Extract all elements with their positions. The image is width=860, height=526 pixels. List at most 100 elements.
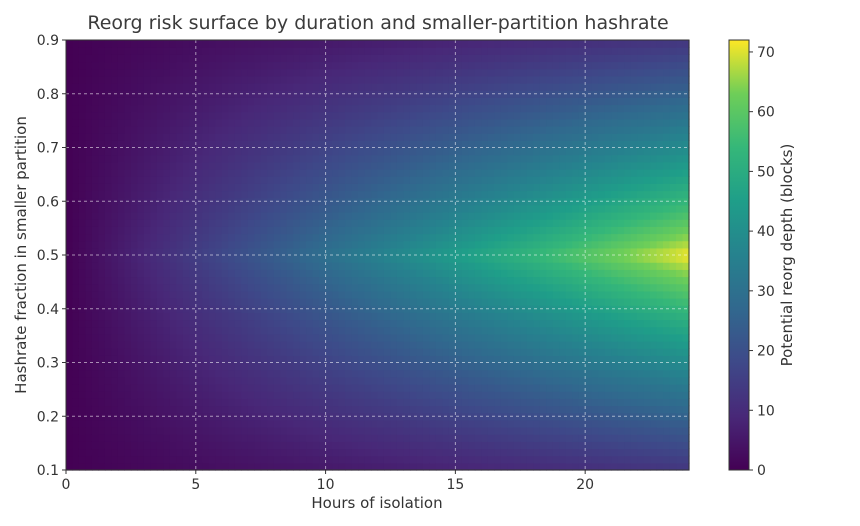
heatmap-cell bbox=[124, 355, 132, 364]
heatmap-cell bbox=[98, 247, 106, 256]
heatmap-cell bbox=[241, 262, 249, 270]
heatmap-cell bbox=[435, 75, 443, 84]
heatmap-cell bbox=[299, 290, 307, 299]
heatmap-cell bbox=[559, 326, 567, 335]
heatmap-cell bbox=[494, 169, 502, 177]
heatmap-cell bbox=[494, 111, 502, 120]
heatmap-cell bbox=[234, 405, 242, 414]
heatmap-cell bbox=[598, 97, 606, 106]
heatmap-cell bbox=[176, 348, 184, 356]
heatmap-cell bbox=[396, 83, 405, 91]
heatmap-cell bbox=[429, 147, 437, 156]
heatmap-cell bbox=[455, 369, 463, 378]
heatmap-cell bbox=[383, 427, 392, 435]
heatmap-cell bbox=[228, 111, 236, 120]
heatmap-cell bbox=[260, 190, 268, 199]
heatmap-cell bbox=[247, 276, 255, 285]
heatmap-cell bbox=[247, 319, 255, 328]
heatmap-cell bbox=[345, 147, 353, 156]
heatmap-cell bbox=[435, 47, 443, 55]
heatmap-cell bbox=[221, 233, 229, 242]
heatmap-cell bbox=[533, 118, 541, 127]
heatmap-cell bbox=[124, 441, 132, 450]
heatmap-cell bbox=[319, 369, 327, 378]
heatmap-cell bbox=[345, 290, 353, 299]
heatmap-cell bbox=[221, 83, 229, 91]
heatmap-cell bbox=[247, 190, 255, 199]
heatmap-cell bbox=[442, 40, 450, 48]
heatmap-cell bbox=[422, 111, 431, 120]
heatmap-cell bbox=[578, 212, 586, 220]
heatmap-cell bbox=[91, 355, 100, 364]
heatmap-cell bbox=[591, 97, 599, 106]
heatmap-cell bbox=[338, 434, 346, 442]
heatmap-cell bbox=[78, 104, 87, 113]
heatmap-cell bbox=[254, 376, 262, 385]
heatmap-cell bbox=[461, 269, 469, 278]
heatmap-cell bbox=[267, 161, 275, 170]
heatmap-cell bbox=[383, 54, 392, 63]
heatmap-cell bbox=[520, 118, 528, 127]
heatmap-cell bbox=[267, 133, 275, 141]
heatmap-cell bbox=[273, 233, 281, 242]
heatmap-cell bbox=[247, 75, 255, 84]
heatmap-cell bbox=[461, 348, 469, 356]
heatmap-cell bbox=[396, 283, 405, 292]
heatmap-cell bbox=[254, 212, 262, 220]
heatmap-cell bbox=[416, 247, 424, 256]
heatmap-cell bbox=[494, 319, 502, 328]
heatmap-cell bbox=[98, 54, 106, 63]
heatmap-cell bbox=[299, 362, 307, 371]
heatmap-cell bbox=[78, 283, 87, 292]
heatmap-cell bbox=[546, 90, 554, 98]
heatmap-cell bbox=[358, 133, 366, 141]
heatmap-cell bbox=[163, 348, 171, 356]
heatmap-cell bbox=[85, 240, 93, 249]
heatmap-cell bbox=[474, 111, 482, 120]
heatmap-cell bbox=[267, 111, 275, 120]
heatmap-cell bbox=[585, 398, 593, 407]
heatmap-cell bbox=[552, 348, 560, 356]
heatmap-cell bbox=[455, 326, 463, 335]
heatmap-cell bbox=[377, 140, 385, 149]
heatmap-cell bbox=[312, 126, 320, 134]
heatmap-cell bbox=[215, 312, 223, 321]
heatmap-cell bbox=[390, 226, 398, 235]
heatmap-cell bbox=[481, 348, 489, 356]
heatmap-cell bbox=[507, 212, 515, 220]
heatmap-cell bbox=[358, 154, 366, 163]
heatmap-cell bbox=[500, 398, 508, 407]
heatmap-cell bbox=[98, 126, 106, 134]
heatmap-cell bbox=[66, 154, 74, 163]
heatmap-cell bbox=[130, 176, 138, 184]
heatmap-cell bbox=[487, 197, 495, 206]
heatmap-cell bbox=[429, 97, 437, 106]
heatmap-cell bbox=[202, 455, 210, 464]
heatmap-cell bbox=[85, 68, 93, 77]
heatmap-cell bbox=[526, 176, 534, 184]
heatmap-cell bbox=[546, 262, 554, 270]
heatmap-cell bbox=[78, 47, 87, 55]
heatmap-cell bbox=[189, 40, 197, 48]
heatmap-cell bbox=[520, 183, 528, 192]
heatmap-cell bbox=[332, 104, 340, 113]
heatmap-cell bbox=[169, 233, 177, 242]
heatmap-cell bbox=[513, 269, 521, 278]
heatmap-cell bbox=[429, 226, 437, 235]
heatmap-cell bbox=[598, 319, 606, 328]
heatmap-cell bbox=[461, 240, 469, 249]
heatmap-cell bbox=[254, 276, 262, 285]
heatmap-cell bbox=[494, 305, 502, 313]
heatmap-cell bbox=[143, 212, 151, 220]
heatmap-cell bbox=[143, 355, 151, 364]
heatmap-cell bbox=[143, 104, 151, 113]
heatmap-cell bbox=[169, 412, 177, 421]
heatmap-cell bbox=[351, 405, 359, 414]
heatmap-cell bbox=[176, 111, 184, 120]
heatmap-cell bbox=[156, 75, 164, 84]
heatmap-cell bbox=[273, 298, 281, 306]
heatmap-cell bbox=[66, 176, 74, 184]
heatmap-cell bbox=[371, 190, 379, 199]
heatmap-cell bbox=[189, 427, 197, 435]
heatmap-cell bbox=[267, 40, 275, 48]
